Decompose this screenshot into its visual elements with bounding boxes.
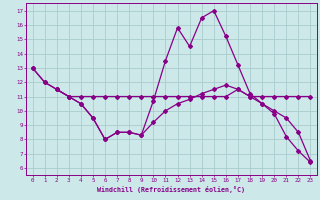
X-axis label: Windchill (Refroidissement éolien,°C): Windchill (Refroidissement éolien,°C) (98, 186, 245, 193)
